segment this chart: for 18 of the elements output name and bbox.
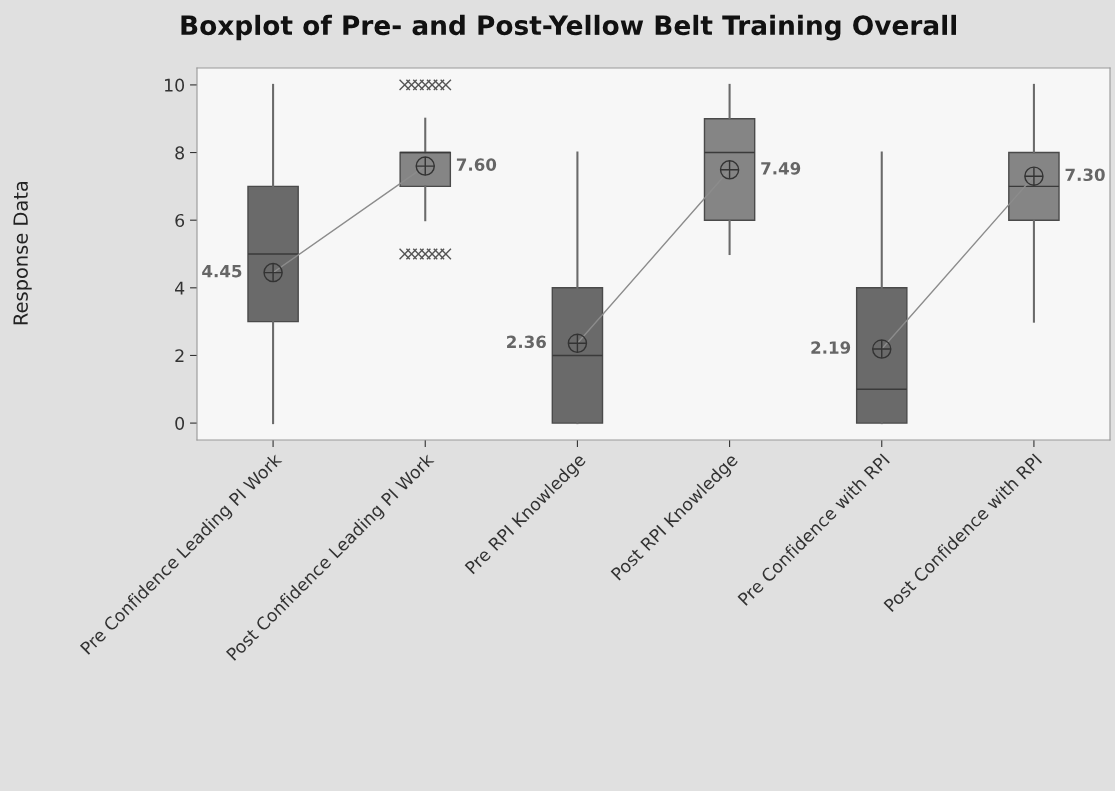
point — [567, 333, 588, 354]
y-axis-title: Response Data — [13, 181, 32, 325]
y-tick-label: 8 — [175, 146, 185, 160]
y-tick-label: 10 — [165, 78, 185, 92]
data-label: 4.45 — [202, 265, 242, 278]
data-label: 2.36 — [507, 335, 546, 349]
point — [263, 262, 283, 283]
data-label: 7.60 — [456, 158, 497, 171]
y-tick-label: 6 — [175, 213, 185, 228]
data-label: 7.49 — [761, 162, 801, 175]
point — [719, 160, 740, 180]
data-label: 2.19 — [811, 341, 851, 354]
data-label: 7.30 — [1065, 168, 1105, 182]
y-tick-label: 0 — [175, 416, 185, 430]
y-tick-label: 4 — [175, 281, 185, 295]
y-tick-label: 2 — [175, 349, 184, 363]
point — [872, 339, 892, 359]
chart-title: Boxplot of Pre- and Post-Yellow Belt Training Overall — [181, 14, 957, 41]
